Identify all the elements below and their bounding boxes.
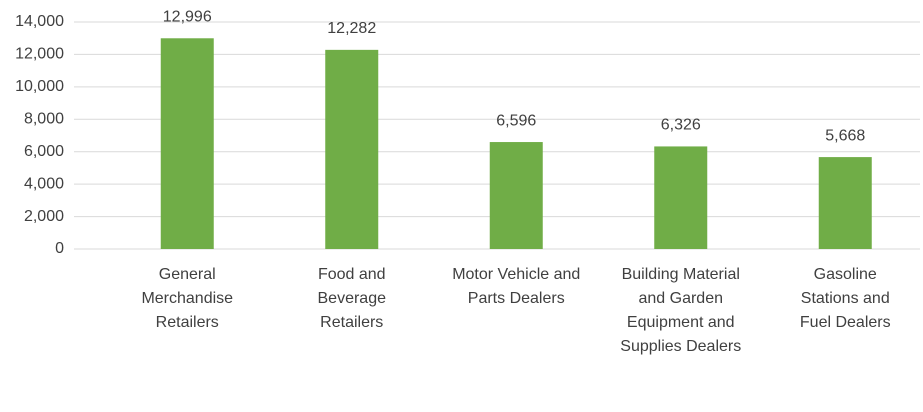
bar <box>818 157 872 249</box>
y-tick-label: 10,000 <box>15 78 64 95</box>
y-tick-label: 4,000 <box>24 175 64 192</box>
bar <box>160 38 214 249</box>
value-label: 12,282 <box>327 20 376 37</box>
x-tick-label: Food and Beverage Retailers <box>317 266 387 331</box>
bar <box>325 49 379 250</box>
bar <box>654 146 708 249</box>
value-label: 6,596 <box>496 112 536 129</box>
x-tick-label: General Merchandise Retailers <box>141 266 234 331</box>
value-label: 6,326 <box>661 117 701 134</box>
x-tick-label: Motor Vehicle and Parts Dealers <box>452 266 581 307</box>
value-label: 5,668 <box>825 127 865 144</box>
x-tick-label: Gasoline Stations and Fuel Dealers <box>799 266 891 331</box>
y-tick-label: 2,000 <box>24 208 64 225</box>
value-label: 12,996 <box>163 8 212 25</box>
bar <box>489 142 543 249</box>
y-tick-label: 0 <box>55 240 64 257</box>
x-tick-label: Building Material and Garden Equipment a… <box>620 266 742 355</box>
y-tick-label: 8,000 <box>24 111 64 128</box>
y-tick-label: 14,000 <box>15 13 64 30</box>
y-tick-label: 6,000 <box>24 143 64 160</box>
y-tick-label: 12,000 <box>15 46 64 63</box>
